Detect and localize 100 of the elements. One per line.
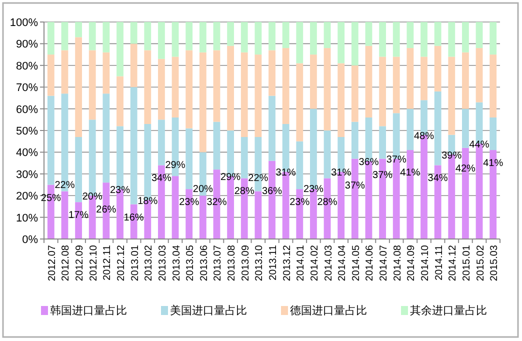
bar (88, 22, 96, 50)
bar (158, 22, 165, 59)
bar (420, 22, 428, 57)
bar (144, 50, 152, 124)
data-label: 26% (96, 204, 116, 216)
bar (254, 22, 262, 55)
x-tick-label: 2015.03 (489, 244, 500, 282)
x-tick-label: 2014.11 (434, 244, 445, 280)
bar (268, 50, 276, 96)
bar (434, 91, 442, 166)
data-label: 17% (68, 210, 89, 222)
y-tick-label: 40% (16, 147, 38, 160)
bar (296, 63, 304, 142)
bar (186, 128, 193, 190)
bar (199, 22, 206, 52)
bar (406, 22, 414, 48)
data-label: 25% (40, 192, 62, 204)
bar (47, 54, 54, 96)
data-label: 23% (290, 197, 310, 208)
bar (420, 56, 428, 100)
legend-label: 美国进口量占比 (170, 304, 247, 317)
bar (102, 52, 110, 94)
data-label: 18% (138, 196, 158, 207)
y-tick-label: 10% (16, 212, 38, 224)
y-tick-label: 0% (22, 234, 38, 246)
bar (240, 137, 248, 178)
data-label: 23% (303, 184, 324, 196)
bar (240, 22, 248, 52)
bar (213, 22, 220, 50)
bar (462, 22, 469, 52)
bar (102, 94, 110, 183)
x-tick-label: 2013.05 (185, 244, 196, 282)
x-tick-label: 2014.05 (350, 244, 362, 282)
bar (130, 87, 138, 204)
bar (490, 22, 497, 55)
x-tick-label: 2015.01 (461, 244, 472, 282)
bar (158, 120, 165, 166)
bar (172, 22, 179, 57)
bar (406, 108, 414, 150)
data-label: 34% (151, 173, 172, 184)
bar (379, 22, 386, 57)
bar (116, 76, 124, 126)
x-tick-label: 2014.08 (392, 244, 404, 282)
x-tick-label: 2013.06 (198, 244, 210, 282)
data-label: 22% (54, 180, 75, 191)
data-label: 16% (124, 212, 144, 224)
bar (199, 52, 206, 152)
bar (61, 22, 68, 50)
bar (213, 50, 220, 122)
data-label: 48% (414, 130, 434, 142)
data-label: 41% (400, 168, 420, 179)
bar (254, 191, 262, 239)
bar (116, 22, 124, 76)
x-tick-label: 2013.09 (240, 244, 252, 282)
bar (462, 52, 469, 109)
x-tick-label: 2013.02 (144, 244, 155, 282)
data-label: 29% (220, 172, 241, 184)
y-tick-label: 20% (16, 190, 38, 203)
bar (227, 22, 234, 46)
bar (144, 22, 152, 50)
y-tick-label: 90% (16, 38, 38, 51)
bar (324, 130, 331, 178)
bar (282, 48, 290, 124)
bar (392, 56, 400, 114)
data-label: 37% (372, 170, 393, 181)
bar (172, 56, 179, 118)
bar (130, 44, 138, 88)
legend-label: 韩国进口量占比 (50, 304, 127, 317)
x-tick-label: 2013.08 (226, 244, 238, 282)
bar (338, 22, 345, 64)
legend-label: 其余进口量占比 (410, 304, 487, 317)
bar (379, 56, 386, 126)
bar (227, 46, 234, 130)
x-tick-label: 2012.07 (46, 244, 58, 282)
bar (296, 22, 304, 64)
data-label: 44% (469, 140, 490, 151)
bar (296, 141, 304, 190)
bar (324, 22, 331, 48)
data-label: 29% (165, 160, 186, 172)
bar (490, 54, 497, 118)
x-tick-label: 2013.04 (171, 244, 182, 282)
bar (213, 122, 220, 170)
data-label: 32% (206, 197, 227, 208)
x-tick-label: 2014.04 (337, 244, 348, 282)
x-tick-label: 2012.10 (88, 244, 100, 282)
bar (392, 22, 400, 57)
x-tick-label: 2014.10 (420, 244, 431, 282)
x-tick-label: 2012.11 (102, 244, 114, 280)
bar (476, 22, 483, 48)
bar (61, 50, 68, 94)
bar (310, 22, 317, 55)
bar (240, 52, 248, 138)
bar (75, 137, 82, 202)
x-tick-label: 2012.12 (116, 244, 127, 282)
bar (61, 191, 68, 239)
data-label: 20% (82, 192, 102, 203)
x-tick-label: 2014.02 (309, 244, 320, 282)
x-tick-label: 2015.02 (475, 244, 486, 282)
bar (434, 46, 442, 92)
bar (351, 22, 358, 66)
